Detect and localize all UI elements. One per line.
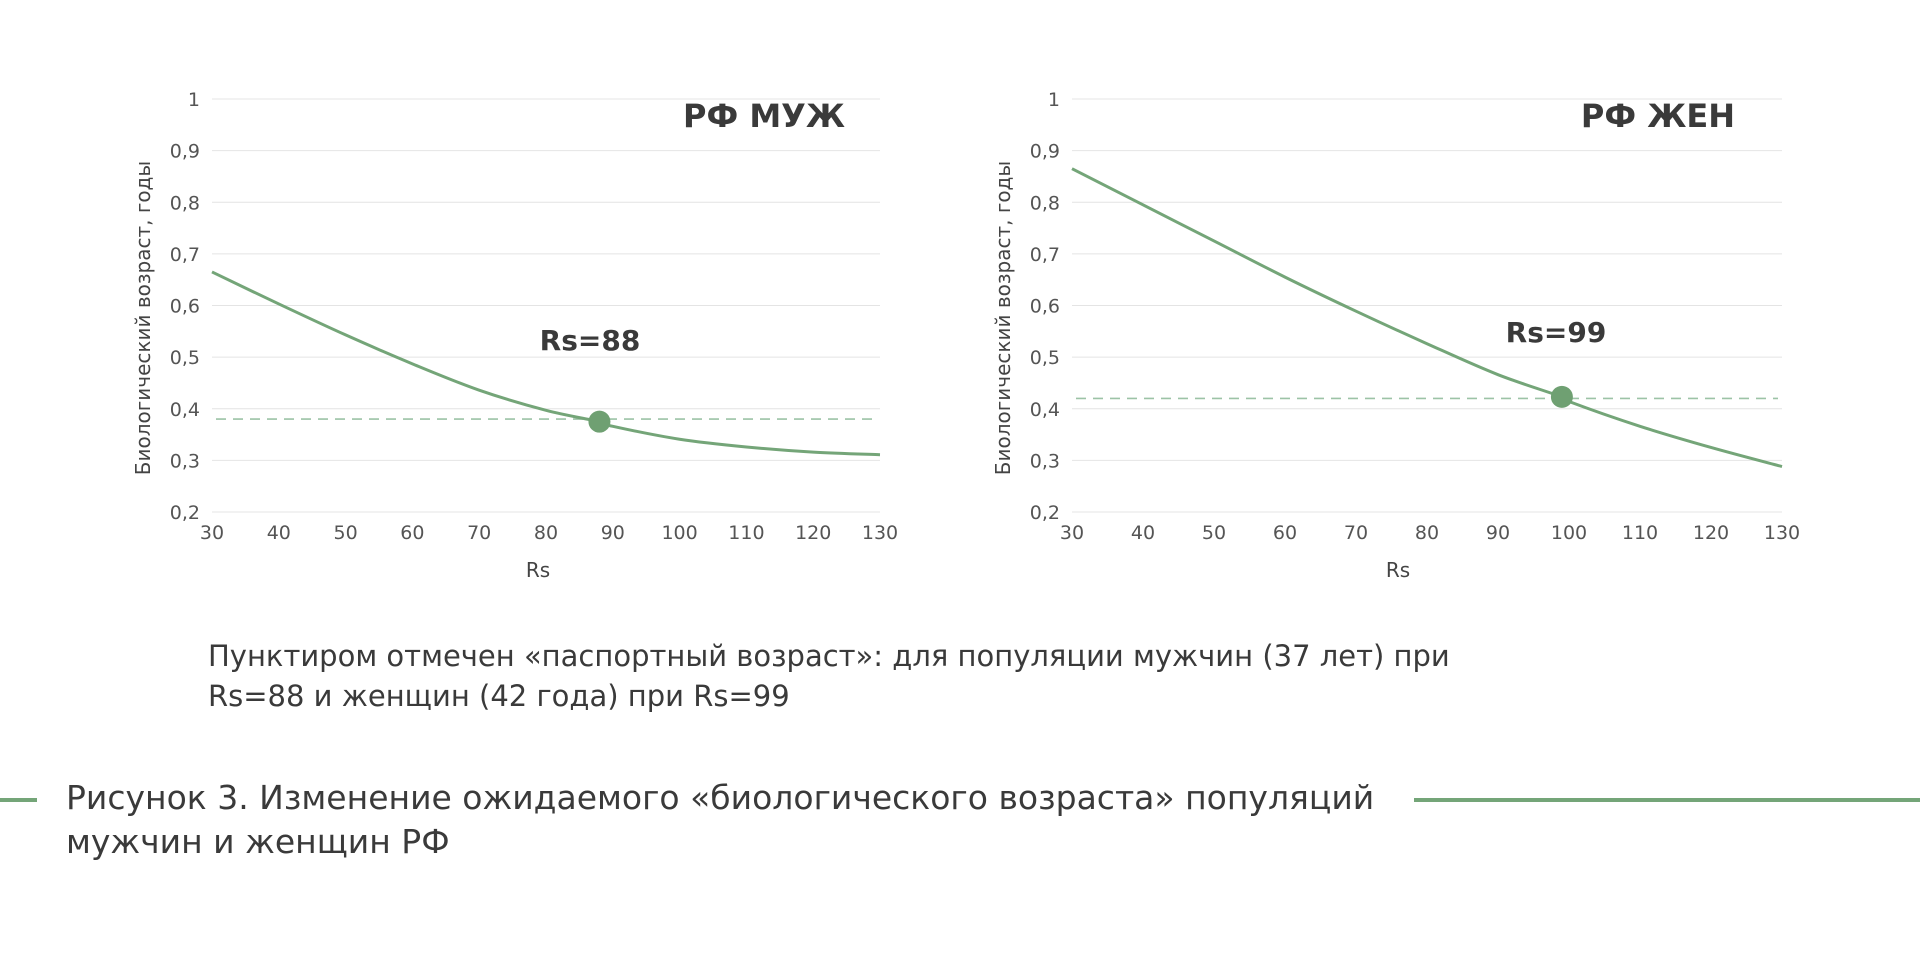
x-tick-label: 60 — [400, 522, 424, 544]
y-tick-label: 0,9 — [1030, 141, 1060, 163]
x-tick-label: 80 — [534, 522, 558, 544]
caption-line-1: Рисунок 3. Изменение ожидаемого «биологи… — [66, 778, 1375, 817]
note-line-2: Rs=88 и женщин (42 года) при Rs=99 — [208, 679, 790, 713]
x-tick-label: 80 — [1415, 522, 1439, 544]
y-tick-label: 0,8 — [170, 192, 200, 214]
x-tick-label: 40 — [267, 522, 291, 544]
y-tick-label: 1 — [188, 89, 200, 111]
y-tick-label: 0,9 — [170, 141, 200, 163]
y-tick-label: 1 — [1048, 89, 1060, 111]
x-tick-label: 40 — [1131, 522, 1155, 544]
caption-rule-right — [1414, 798, 1920, 802]
caption-rule-left — [0, 798, 37, 802]
x-tick-label: 30 — [1060, 522, 1084, 544]
dashed-line-note: Пунктиром отмечен «паспортный возраст»: … — [208, 636, 1508, 716]
chart-title: РФ МУЖ — [683, 97, 845, 135]
y-axis-title: Биологический возраст, годы — [991, 161, 1015, 475]
x-axis-title: Rs — [1386, 558, 1410, 582]
y-tick-label: 0,2 — [1030, 502, 1060, 524]
y-tick-label: 0,4 — [170, 399, 200, 421]
marker-point — [588, 410, 611, 433]
series-line — [1071, 167, 1783, 469]
y-axis-title: Биологический возраст, годы — [131, 161, 155, 475]
note-line-1: Пунктиром отмечен «паспортный возраст»: … — [208, 639, 1450, 673]
x-tick-label: 100 — [1551, 522, 1587, 544]
y-tick-label: 0,4 — [1030, 399, 1060, 421]
x-tick-label: 30 — [200, 522, 224, 544]
x-tick-label: 120 — [795, 522, 831, 544]
y-tick-label: 0,5 — [1030, 347, 1060, 369]
x-tick-label: 130 — [1764, 522, 1800, 544]
x-tick-label: 130 — [862, 522, 898, 544]
x-tick-label: 50 — [1202, 522, 1226, 544]
y-tick-label: 0,3 — [170, 450, 200, 472]
x-tick-label: 70 — [1344, 522, 1368, 544]
chart-title: РФ ЖЕН — [1581, 97, 1735, 135]
y-tick-label: 0,6 — [170, 296, 200, 318]
x-tick-label: 110 — [728, 522, 764, 544]
x-tick-label: 50 — [334, 522, 358, 544]
x-tick-label: 120 — [1693, 522, 1729, 544]
x-tick-label: 70 — [467, 522, 491, 544]
y-tick-label: 0,7 — [170, 244, 200, 266]
marker-point — [1550, 385, 1573, 408]
marker-annotation: Rs=88 — [540, 324, 641, 357]
y-tick-label: 0,2 — [170, 502, 200, 524]
figure-caption: Рисунок 3. Изменение ожидаемого «биологи… — [66, 776, 1396, 864]
y-tick-label: 0,8 — [1030, 192, 1060, 214]
marker-annotation: Rs=99 — [1506, 316, 1607, 349]
x-tick-label: 90 — [1486, 522, 1510, 544]
y-tick-label: 0,7 — [1030, 244, 1060, 266]
x-tick-label: 60 — [1273, 522, 1297, 544]
series-line — [211, 270, 881, 457]
caption-line-2: мужчин и женщин РФ — [66, 822, 450, 861]
y-tick-label: 0,5 — [170, 347, 200, 369]
y-tick-label: 0,3 — [1030, 450, 1060, 472]
x-axis-title: Rs — [526, 558, 550, 582]
x-tick-label: 100 — [661, 522, 697, 544]
x-tick-label: 110 — [1622, 522, 1658, 544]
y-tick-label: 0,6 — [1030, 296, 1060, 318]
x-tick-label: 90 — [601, 522, 625, 544]
